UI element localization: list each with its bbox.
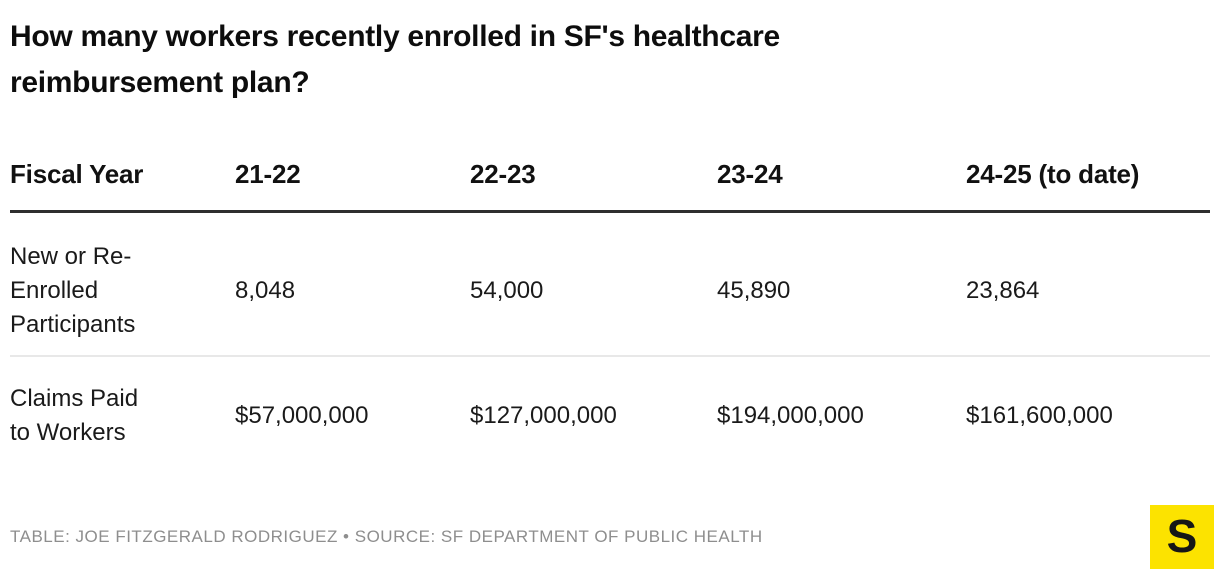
participants-value-22-23: 54,000 <box>470 277 544 304</box>
sf-standard-logo: S <box>1150 505 1214 569</box>
participants-value-24-25: 23,864 <box>966 277 1040 304</box>
credit-line: TABLE: JOE FITZGERALD RODRIGUEZ • SOURCE… <box>10 527 763 546</box>
table-row-claims: Claims Paid to Workers $57,000,000 $127,… <box>10 357 1210 450</box>
participants-value-21-22: 8,048 <box>235 277 296 304</box>
chart-title: How many workers recently enrolled in SF… <box>10 20 780 99</box>
data-table: Fiscal Year 21-22 22-23 23-24 24-25 (to … <box>10 130 1210 450</box>
participants-value-23-24: 45,890 <box>717 277 791 304</box>
column-header-22-23: 22-23 <box>470 159 536 189</box>
footer: TABLE: JOE FITZGERALD RODRIGUEZ • SOURCE… <box>10 503 1214 571</box>
claims-value-22-23: $127,000,000 <box>470 402 617 429</box>
row-label-claims: Claims Paid to Workers <box>10 385 139 446</box>
column-header-23-24: 23-24 <box>717 159 783 189</box>
claims-value-21-22: $57,000,000 <box>235 402 369 429</box>
table-row-participants: New or Re- Enrolled Participants 8,048 5… <box>10 213 1210 357</box>
column-header-21-22: 21-22 <box>235 159 301 189</box>
row-label-participants: New or Re- Enrolled Participants <box>10 243 136 338</box>
claims-value-24-25: $161,600,000 <box>966 402 1113 429</box>
table-header-row: Fiscal Year 21-22 22-23 23-24 24-25 (to … <box>10 130 1210 213</box>
claims-value-23-24: $194,000,000 <box>717 402 864 429</box>
column-header-fiscal-year: Fiscal Year <box>10 159 144 189</box>
sf-standard-logo-letter: S <box>1166 510 1198 562</box>
column-header-24-25: 24-25 (to date) <box>966 159 1140 189</box>
